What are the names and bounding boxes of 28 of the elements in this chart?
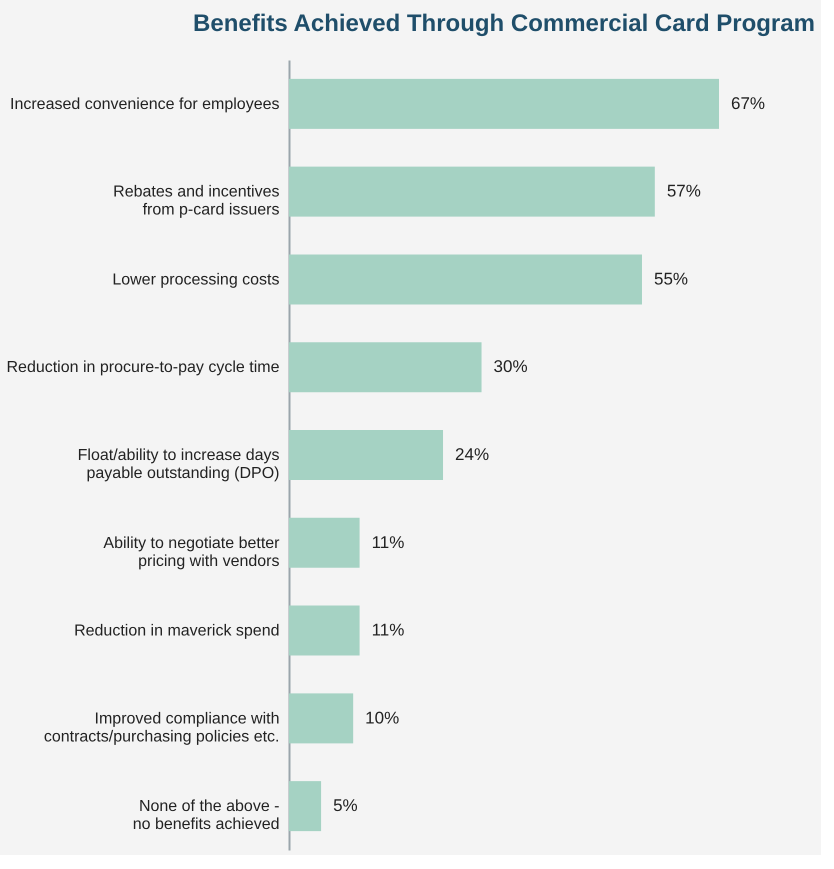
bar	[289, 430, 444, 480]
bar	[289, 166, 655, 217]
data-label: 55%	[654, 269, 688, 288]
y-tick-label: Ability to negotiate better pricing with vendors	[103, 534, 280, 570]
data-label: 5%	[333, 796, 358, 816]
y-tick-label: Increased convenience for employees	[10, 96, 280, 113]
bar	[289, 781, 322, 832]
data-label: 30%	[494, 357, 528, 376]
bar	[289, 606, 360, 656]
y-tick-label: Reduction in maverick spend	[74, 622, 280, 640]
y-tick-label: Rebates and incentives from p-card issuers	[113, 184, 280, 219]
data-label: 11%	[372, 620, 404, 640]
bar	[289, 693, 354, 744]
y-tick-label: Improved compliance with contracts/purchasing policies etc.	[44, 710, 280, 746]
data-label: 11%	[372, 532, 404, 552]
data-label: 24%	[455, 445, 490, 464]
bar	[289, 254, 642, 304]
y-tick-label: None of the above - no benefits achieved	[132, 798, 280, 834]
data-label: 10%	[365, 708, 400, 728]
data-label: 67%	[731, 94, 766, 113]
bar	[289, 78, 719, 129]
bar	[289, 518, 360, 568]
bar	[289, 342, 482, 392]
y-tick-label: Float/ability to increase days payable outstanding (DPO)	[78, 447, 280, 482]
data-label: 57%	[666, 182, 701, 201]
y-tick-label: Reduction in procure-to-pay cycle time	[6, 359, 280, 376]
chart-title: Benefits Achieved Through Commercial Card Program	[193, 10, 815, 37]
y-tick-label: Lower processing costs	[112, 271, 280, 288]
